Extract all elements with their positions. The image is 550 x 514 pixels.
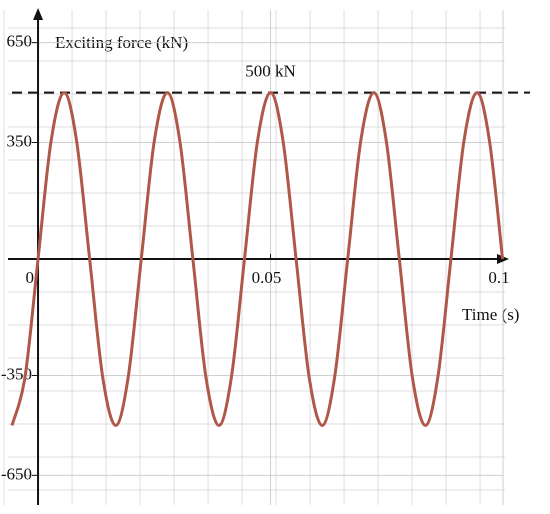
x-axis-arrow — [497, 254, 509, 264]
x-tick-label: 0.05 — [252, 268, 282, 287]
y-tick-label: 350 — [7, 131, 33, 150]
force-line — [10, 91, 505, 427]
reference-label: 500 kN — [245, 61, 296, 80]
x-tick-label: 0.1 — [488, 268, 509, 287]
y-tick-label: 650 — [7, 32, 33, 51]
x-axis-label: Time (s) — [462, 305, 519, 324]
y-axis-arrow — [33, 8, 44, 20]
x-tick-label: 0 — [26, 268, 35, 287]
y-tick-label: -650 — [1, 464, 32, 483]
